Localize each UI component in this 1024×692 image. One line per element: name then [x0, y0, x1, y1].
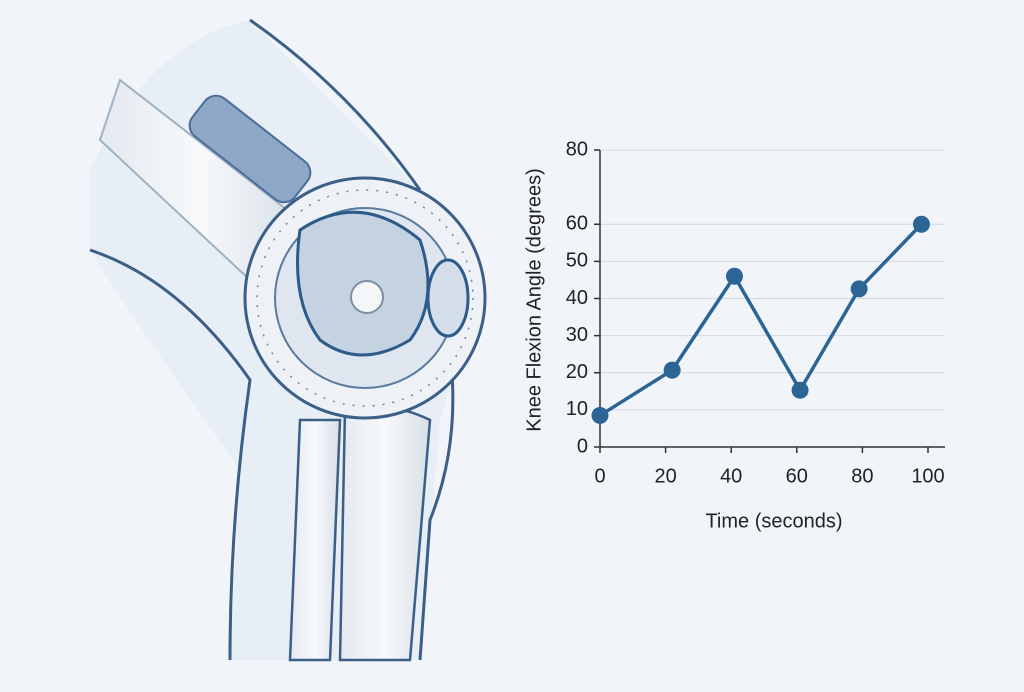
x-tick-label: 60 [786, 465, 808, 487]
data-point [663, 361, 681, 379]
data-point [591, 406, 609, 424]
y-tick-label: 50 [566, 250, 588, 272]
x-tick-label: 100 [911, 465, 944, 487]
knee-illustration [89, 18, 487, 662]
x-tick-label: 0 [594, 465, 605, 487]
data-point [850, 280, 868, 298]
y-tick-label: 30 [566, 324, 588, 346]
data-line [599, 223, 923, 417]
y-tick-label: 10 [566, 398, 588, 420]
y-tick-label: 0 [577, 435, 588, 457]
x-tick-label: 20 [654, 465, 676, 487]
x-tick-label: 80 [851, 465, 873, 487]
data-point [791, 381, 809, 399]
x-tick-label: 40 [720, 465, 742, 487]
y-tick-label: 40 [566, 287, 588, 309]
line-chart: Knee Flexion Angle (degrees) Time (secon… [523, 168, 842, 532]
y-tick-label: 60 [566, 213, 588, 235]
y-tick-label: 80 [566, 138, 588, 160]
data-point [912, 215, 930, 233]
data-point [725, 267, 743, 285]
y-axis-label: Knee Flexion Angle (degrees) [523, 168, 545, 432]
x-axis-label: Time (seconds) [705, 510, 842, 532]
y-tick-label: 20 [566, 361, 588, 383]
